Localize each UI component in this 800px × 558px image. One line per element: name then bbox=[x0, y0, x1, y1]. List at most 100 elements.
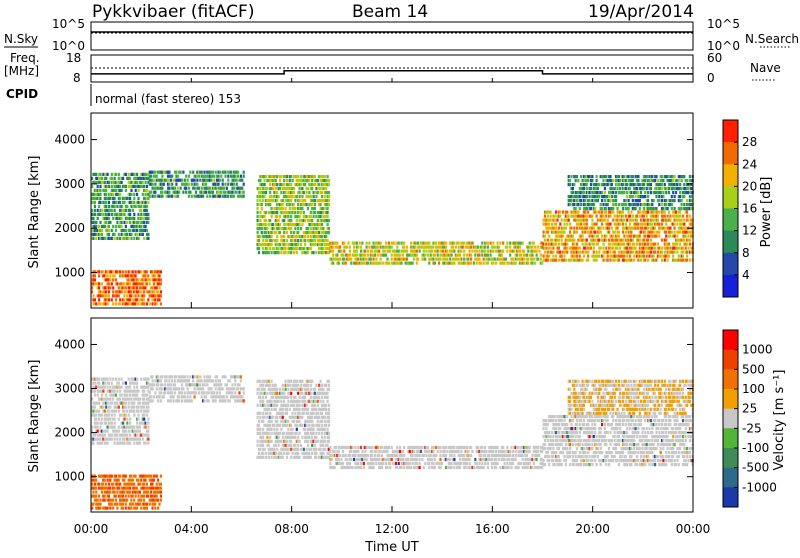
power-cell bbox=[332, 246, 334, 249]
power-cell bbox=[276, 183, 278, 186]
power-cell bbox=[158, 298, 160, 301]
power-cell bbox=[261, 231, 263, 234]
power-cell bbox=[555, 211, 557, 214]
velocity-cell bbox=[145, 426, 147, 429]
velocity-cell bbox=[160, 399, 162, 402]
velocity-cell bbox=[107, 507, 109, 510]
power-cell bbox=[658, 235, 660, 238]
power-cell bbox=[523, 258, 525, 261]
velocity-cell bbox=[238, 391, 240, 394]
velocity-cell bbox=[92, 410, 94, 413]
velocity-cell bbox=[137, 410, 139, 413]
power-cell bbox=[432, 258, 434, 261]
power-cell bbox=[611, 183, 613, 186]
power-cell bbox=[615, 191, 617, 194]
power-cell bbox=[562, 211, 564, 214]
velocity-cell bbox=[265, 456, 267, 459]
velocity-cell bbox=[125, 430, 127, 433]
power-cell bbox=[541, 262, 543, 265]
power-cell bbox=[655, 187, 657, 190]
power-cell bbox=[129, 213, 131, 216]
power-cell bbox=[615, 195, 617, 198]
velocity-cell bbox=[104, 410, 106, 413]
velocity-cell bbox=[115, 499, 117, 502]
power-cell bbox=[189, 191, 191, 194]
power-cell bbox=[654, 179, 656, 182]
power-cell bbox=[646, 175, 648, 178]
power-cell bbox=[594, 231, 596, 234]
power-cell bbox=[350, 258, 352, 261]
power-cell bbox=[206, 195, 208, 198]
power-cell bbox=[462, 246, 464, 249]
power-cell bbox=[644, 191, 646, 194]
power-cell bbox=[643, 183, 645, 186]
power-echo-band bbox=[91, 173, 150, 240]
power-cell bbox=[97, 217, 99, 220]
power-cell bbox=[683, 219, 685, 222]
power-cell bbox=[558, 247, 560, 250]
power-cell bbox=[463, 250, 465, 253]
power-cell bbox=[149, 195, 151, 198]
power-cell bbox=[264, 215, 266, 218]
power-cell bbox=[509, 254, 511, 257]
power-cell bbox=[641, 227, 643, 230]
power-cell bbox=[593, 227, 595, 230]
power-cell bbox=[647, 219, 649, 222]
power-cell bbox=[614, 259, 616, 262]
power-cell bbox=[259, 179, 261, 182]
power-cell bbox=[240, 175, 242, 178]
colorbar-tick-label: 12 bbox=[742, 224, 757, 238]
power-cell bbox=[614, 251, 616, 254]
power-cell bbox=[119, 237, 121, 240]
power-cell bbox=[315, 195, 317, 198]
power-cell bbox=[92, 217, 94, 220]
power-cell bbox=[682, 255, 684, 258]
power-cell bbox=[686, 211, 688, 214]
power-cell bbox=[565, 259, 567, 262]
power-cell bbox=[108, 225, 110, 228]
power-cell bbox=[290, 231, 292, 234]
power-cell bbox=[292, 179, 294, 182]
velocity-cell bbox=[258, 388, 260, 391]
power-cell bbox=[492, 242, 494, 245]
power-cell bbox=[630, 211, 632, 214]
power-cell bbox=[301, 195, 303, 198]
power-cell bbox=[180, 187, 182, 190]
velocity-cell bbox=[229, 379, 231, 382]
power-cell bbox=[104, 237, 106, 240]
velocity-cell bbox=[99, 507, 101, 510]
power-cell bbox=[119, 193, 121, 196]
power-cell bbox=[459, 254, 461, 257]
power-cell bbox=[220, 191, 222, 194]
power-cell bbox=[626, 255, 628, 258]
velocity-cell bbox=[257, 440, 259, 443]
power-cell bbox=[611, 195, 613, 198]
velocity-cell bbox=[147, 438, 149, 441]
freq-tick-top: 18 bbox=[66, 51, 81, 65]
power-cell bbox=[99, 302, 101, 305]
power-echo-band bbox=[91, 270, 162, 305]
power-cell bbox=[639, 215, 641, 218]
power-cell bbox=[286, 239, 288, 242]
power-cell bbox=[356, 250, 358, 253]
beam-label: Beam 14 bbox=[352, 2, 428, 22]
velocity-cell bbox=[143, 483, 145, 486]
velocity-cell bbox=[122, 422, 124, 425]
power-cell bbox=[367, 254, 369, 257]
power-cell bbox=[313, 227, 315, 230]
power-cell bbox=[161, 195, 163, 198]
power-cell bbox=[561, 219, 563, 222]
power-cell bbox=[294, 211, 296, 214]
power-cell bbox=[122, 177, 124, 180]
velocity-cell bbox=[226, 383, 228, 386]
power-cell bbox=[223, 187, 225, 190]
power-cell bbox=[95, 237, 97, 240]
power-cell bbox=[671, 231, 673, 234]
power-cell bbox=[105, 189, 107, 192]
power-cell bbox=[675, 211, 677, 214]
power-cell bbox=[651, 203, 653, 206]
power-cell bbox=[174, 187, 176, 190]
power-cell bbox=[653, 211, 655, 214]
velocity-cell bbox=[104, 434, 106, 437]
power-cell bbox=[310, 211, 312, 214]
